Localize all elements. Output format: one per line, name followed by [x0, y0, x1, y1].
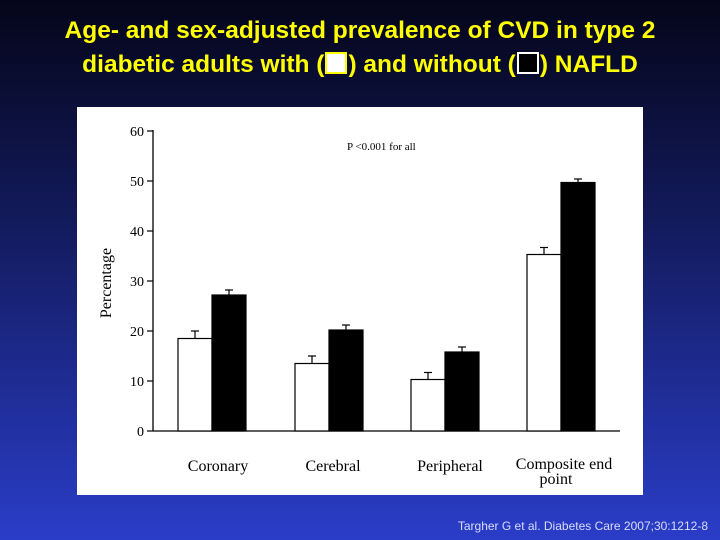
- bar-with-nafld: [294, 362, 330, 432]
- bar-with-nafld: [177, 337, 213, 432]
- category-label: Cerebral: [305, 458, 361, 475]
- bar-without-nafld: [328, 329, 364, 432]
- bar-without-nafld: [560, 181, 596, 432]
- y-tick-label: 30: [130, 275, 144, 290]
- labels: Percentage P <0.001 for all Coronary Cere…: [98, 141, 612, 488]
- y-tick-label: 40: [130, 225, 144, 240]
- bars: [177, 178, 596, 432]
- bar-chart: 0 10 20 30 40 50 60 Percentage P <0.001 for al…: [98, 125, 620, 488]
- category-label: Coronary: [188, 458, 248, 475]
- title-line-2-part-a: diabetic adults with (: [82, 51, 325, 78]
- slide-title: Age- and sex-adjusted prevalence of CVD …: [0, 14, 720, 82]
- y-tick-label: 50: [130, 175, 144, 190]
- citation: Targher G et al. Diabetes Care 2007;30:1…: [457, 519, 708, 533]
- open-square-icon: [325, 52, 348, 74]
- filled-square-icon: [516, 52, 539, 74]
- bar-with-nafld: [410, 378, 446, 432]
- category-label-line-2: point: [540, 471, 573, 488]
- category-label: Peripheral: [417, 458, 483, 475]
- bar-without-nafld: [211, 294, 247, 432]
- y-tick-label: 0: [137, 425, 144, 440]
- significance-annotation: P <0.001 for all: [347, 141, 416, 153]
- y-axis-label: Percentage: [98, 248, 115, 318]
- category-label: Composite end: [516, 456, 612, 473]
- chart-panel: 0 10 20 30 40 50 60 Percentage P <0.001 for al…: [77, 107, 643, 495]
- bar-with-nafld: [526, 253, 562, 432]
- title-line-2-part-b: ) and without (: [348, 51, 516, 78]
- y-tick-label: 60: [130, 125, 144, 140]
- bar-without-nafld: [444, 351, 480, 432]
- title-line-2: diabetic adults with ( ) and without ( ) N…: [0, 48, 720, 82]
- title-line-2-part-c: ) NAFLD: [539, 51, 638, 78]
- title-line-1: Age- and sex-adjusted prevalence of CVD …: [64, 17, 656, 44]
- y-tick-label: 20: [130, 325, 144, 340]
- y-tick-label: 10: [130, 375, 144, 390]
